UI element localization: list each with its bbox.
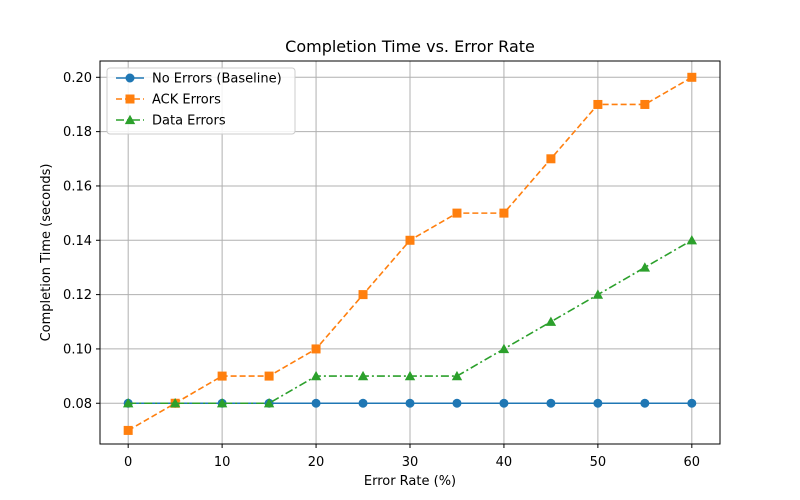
y-tick-label: 0.10 xyxy=(63,342,92,357)
x-tick-label: 50 xyxy=(590,455,607,470)
legend-label: Data Errors xyxy=(152,114,226,129)
data-point xyxy=(405,235,415,245)
legend-marker xyxy=(125,73,135,83)
data-point xyxy=(122,398,134,408)
x-axis-title: Error Rate (%) xyxy=(364,474,456,489)
data-point xyxy=(639,262,651,272)
y-axis-title: Completion Time (seconds) xyxy=(39,164,54,342)
data-point xyxy=(358,290,368,300)
data-point xyxy=(640,99,650,109)
x-tick-label: 10 xyxy=(214,455,231,470)
legend: No Errors (Baseline) ACK Errors Data Error… xyxy=(106,67,296,135)
series-2 xyxy=(122,235,698,408)
data-point xyxy=(687,72,697,82)
data-point xyxy=(404,370,416,381)
data-point xyxy=(499,208,509,218)
chart-title: Completion Time vs. Error Rate xyxy=(285,37,535,56)
x-tick-label: 0 xyxy=(124,455,132,470)
data-point xyxy=(169,398,181,408)
data-point xyxy=(405,398,415,408)
data-point xyxy=(311,344,321,354)
legend-item: No Errors (Baseline) xyxy=(116,72,282,87)
data-point xyxy=(686,235,698,245)
legend-item: Data Errors xyxy=(116,114,226,129)
y-tick-label: 0.18 xyxy=(63,125,92,140)
series-layer xyxy=(122,72,698,435)
data-point xyxy=(593,398,603,408)
data-point xyxy=(264,371,274,381)
x-tick-label: 60 xyxy=(684,455,701,470)
legend-marker xyxy=(125,94,135,104)
y-tick-label: 0.08 xyxy=(63,397,92,412)
data-point xyxy=(452,398,462,408)
data-point xyxy=(357,370,369,381)
data-point xyxy=(546,154,556,164)
x-tick-label: 20 xyxy=(308,455,325,470)
data-point xyxy=(546,398,556,408)
data-point xyxy=(593,99,603,109)
x-tick-label: 30 xyxy=(402,455,419,470)
data-point xyxy=(592,289,604,299)
data-point xyxy=(499,398,509,408)
legend-label: No Errors (Baseline) xyxy=(152,72,282,87)
y-axis-ticks: 0.08 0.10 0.12 0.14 0.16 0.18 0.20 xyxy=(63,71,100,412)
legend-marker xyxy=(124,114,136,125)
y-tick-label: 0.16 xyxy=(63,179,92,194)
legend-item: ACK Errors xyxy=(116,93,221,108)
y-tick-label: 0.20 xyxy=(63,71,92,86)
legend-box xyxy=(106,67,296,135)
data-point xyxy=(216,398,228,408)
y-tick-label: 0.14 xyxy=(63,234,92,249)
data-point xyxy=(310,370,322,381)
data-point xyxy=(358,398,368,408)
data-point xyxy=(451,370,463,381)
data-point xyxy=(640,398,650,408)
data-point xyxy=(217,371,227,381)
data-point xyxy=(545,316,557,326)
y-tick-label: 0.12 xyxy=(63,288,92,303)
data-point xyxy=(123,425,133,435)
legend-label: ACK Errors xyxy=(152,93,221,108)
data-point xyxy=(452,208,462,218)
data-point xyxy=(263,398,275,408)
data-point xyxy=(687,398,697,408)
data-point xyxy=(311,398,321,408)
x-axis-ticks: 0 10 20 30 40 50 60 xyxy=(124,444,700,470)
x-tick-label: 40 xyxy=(496,455,513,470)
data-point xyxy=(498,343,510,354)
